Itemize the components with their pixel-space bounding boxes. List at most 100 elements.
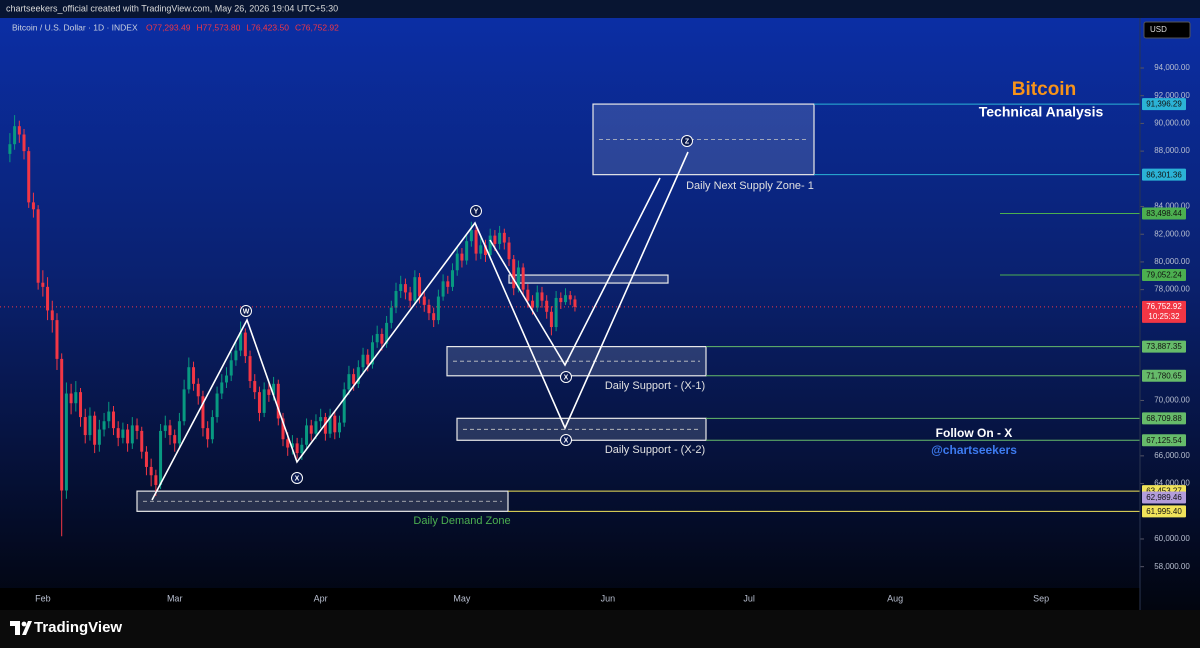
candle-body xyxy=(36,209,40,283)
candle-body xyxy=(460,253,464,261)
candle-body xyxy=(483,245,487,256)
ohlc-value: H77,573.80 xyxy=(196,22,240,32)
candle-body xyxy=(201,396,205,429)
candle-body xyxy=(342,389,346,423)
candle-body xyxy=(451,270,455,287)
level-tag-label: 83,498.44 xyxy=(1146,209,1182,218)
candle-body xyxy=(187,367,191,390)
candle-body xyxy=(149,466,153,476)
y-tick-label: 92,000.00 xyxy=(1154,91,1190,100)
wave-label: X xyxy=(564,437,569,444)
candle-body xyxy=(319,417,323,422)
candle-body xyxy=(60,358,64,491)
ohlc-value: O77,293.49 xyxy=(146,22,191,32)
candle-body xyxy=(79,392,83,418)
candle-body xyxy=(356,367,360,384)
candle-body xyxy=(564,295,568,303)
candle-body xyxy=(314,421,318,434)
candle-body xyxy=(535,292,539,308)
candle-body xyxy=(17,126,21,135)
candle-body xyxy=(243,332,247,357)
level-tag xyxy=(1142,207,1186,220)
candle-body xyxy=(403,284,407,293)
subtitle: Technical Analysis xyxy=(979,104,1104,120)
candle-body xyxy=(446,281,450,287)
candle-body xyxy=(309,425,313,434)
candle-body xyxy=(234,350,238,361)
candle-body xyxy=(385,322,389,344)
zone xyxy=(508,274,669,284)
candle-body xyxy=(83,417,87,436)
candle-body xyxy=(521,267,525,290)
candle-body xyxy=(69,393,73,404)
candle-body xyxy=(31,202,35,210)
candle-body xyxy=(182,389,186,422)
countdown: 10:25:32 xyxy=(1148,312,1180,321)
candle-body xyxy=(206,428,210,440)
candle-body xyxy=(55,320,59,359)
watermark: chartseekers_official created with Tradi… xyxy=(6,3,338,13)
level-tag-label: 79,052.24 xyxy=(1146,271,1182,280)
candle-body xyxy=(210,417,214,440)
footer xyxy=(0,610,1200,648)
candle-body xyxy=(422,296,426,305)
ohlc-value: C76,752.92 xyxy=(295,22,339,32)
candle-body xyxy=(295,443,299,454)
candle-body xyxy=(559,297,563,303)
candle-body xyxy=(305,425,309,445)
y-tick-label: 94,000.00 xyxy=(1154,63,1190,72)
brand: TradingView xyxy=(34,619,122,636)
candle-body xyxy=(573,299,577,307)
zone-label: Daily Support - (X-1) xyxy=(605,380,705,392)
candle-body xyxy=(441,281,445,297)
wave-marker xyxy=(470,205,482,217)
brand-logo xyxy=(10,621,32,635)
candle-body xyxy=(196,383,200,397)
candle-body xyxy=(192,367,196,384)
candle-body xyxy=(347,374,351,390)
candle-body xyxy=(50,310,54,321)
level-tag-label: 91,396.29 xyxy=(1146,100,1182,109)
candle-body xyxy=(173,435,177,444)
wave-label: Y xyxy=(474,208,479,215)
time-axis xyxy=(0,588,1140,610)
candle-body xyxy=(286,439,290,448)
candle-body xyxy=(479,245,483,254)
candle-body xyxy=(248,356,252,382)
follow-text: Follow On - X xyxy=(936,426,1013,440)
candle-body xyxy=(526,289,530,301)
candle-body xyxy=(135,425,139,431)
wave-path xyxy=(151,151,689,501)
candle-body xyxy=(399,284,403,292)
x-tick-label: Aug xyxy=(887,593,903,603)
wave-label: Z xyxy=(685,138,690,145)
level-tag xyxy=(1142,98,1186,111)
last-price-label: 76,752.92 xyxy=(1146,302,1182,311)
wave-marker xyxy=(681,135,693,147)
candle-body xyxy=(93,415,97,445)
candle-body xyxy=(432,313,436,321)
candle-body xyxy=(163,425,167,431)
candle-body xyxy=(469,230,473,242)
candle-body xyxy=(554,297,558,328)
candle-body xyxy=(408,292,412,301)
level-tag-label: 68,709.88 xyxy=(1146,414,1182,423)
candle-body xyxy=(159,430,163,485)
candle-body xyxy=(540,292,544,301)
candle-body xyxy=(323,417,327,434)
candle-body xyxy=(512,259,516,289)
level-tag xyxy=(1142,434,1186,447)
candle-body xyxy=(413,277,417,301)
candle-body xyxy=(436,296,440,321)
candle-body xyxy=(224,375,228,383)
candle-body xyxy=(97,429,101,445)
wave-label: X xyxy=(564,374,569,381)
y-tick-label: 66,000.00 xyxy=(1154,451,1190,460)
level-tag xyxy=(1142,168,1186,181)
candle-body xyxy=(74,392,78,404)
candle-body xyxy=(328,415,332,434)
zone-label: Daily Next Supply Zone- 1 xyxy=(686,180,814,192)
candle-body xyxy=(272,383,276,395)
candle-body xyxy=(262,389,266,413)
candle-body xyxy=(427,304,431,314)
